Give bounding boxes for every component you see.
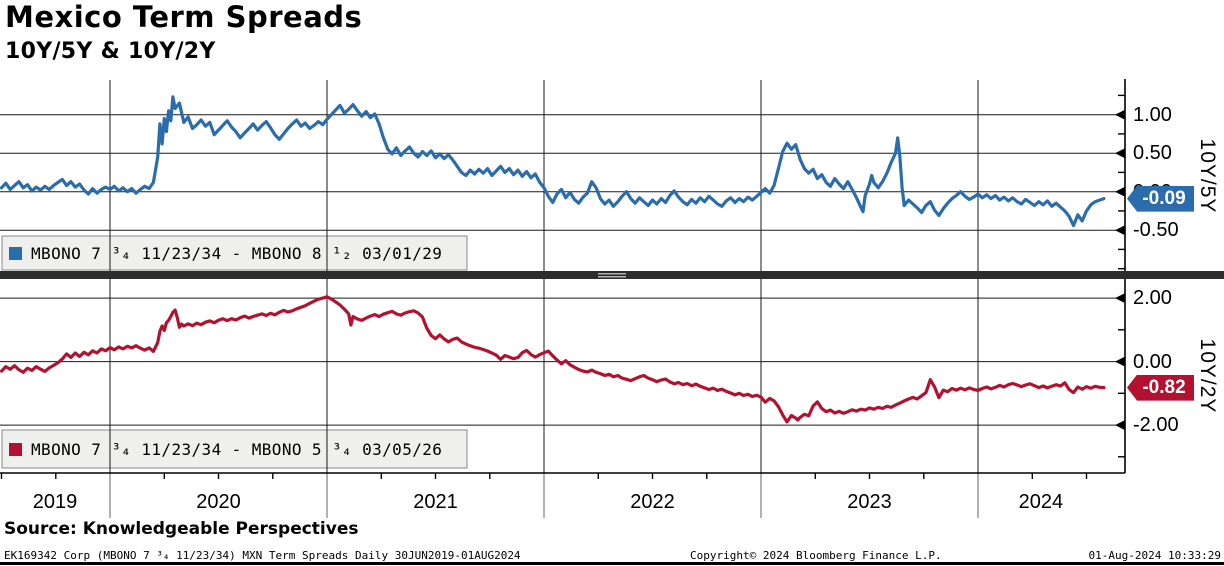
major-tick-arrow-icon: [1115, 420, 1125, 431]
last-value-badge-top: -0.09: [1127, 185, 1194, 212]
y-tick-label: -0.50: [1133, 219, 1179, 242]
bottom-border-bar: [0, 562, 1224, 565]
legend-box-bottom: [1, 429, 468, 469]
x-tick-label-2019: 2019: [32, 491, 78, 513]
bottom-panel-axis-label: 10Y/2Y: [1196, 338, 1219, 414]
x-tick-label-2023: 2023: [847, 491, 892, 513]
x-tick-label-2021: 2021: [413, 491, 458, 513]
major-tick-arrow-icon: [1115, 148, 1125, 159]
legend-box-top: [1, 235, 468, 271]
footer-copyright: Copyright© 2024 Bloomberg Finance L.P.: [690, 549, 942, 562]
top-panel-axis-label: 10Y/5Y: [1196, 138, 1219, 214]
x-tick-label-2024: 2024: [1018, 491, 1064, 513]
page-title: Mexico Term Spreads: [5, 0, 363, 34]
series-line-top[interactable]: [0, 95, 1106, 228]
source-attribution: Source: Knowledgeable Perspectives: [4, 519, 359, 539]
red-series-swatch-icon: [9, 442, 22, 456]
legend-bottom-label: MBONO 7 ³₄ 11/23/34 - MBONO 5 ³₄ 03/05/2…: [31, 439, 443, 459]
panel-splitter[interactable]: [0, 271, 1224, 279]
y-tick-label: 2.00: [1133, 287, 1172, 310]
legend-bottom-series[interactable]: MBONO 7 ³₄ 11/23/34 - MBONO 5 ³₄ 03/05/2…: [9, 430, 442, 468]
footer-timestamp: 01-Aug-2024 10:33:29: [1088, 549, 1221, 562]
series-line-bottom[interactable]: [0, 295, 1106, 424]
y-tick-label: -2.00: [1133, 414, 1179, 437]
major-tick-arrow-icon: [1115, 293, 1125, 304]
last-value-badge-bottom: -0.82: [1127, 374, 1194, 401]
chart-subtitle: 10Y/5Y & 10Y/2Y: [5, 39, 216, 64]
splitter-grip-icon[interactable]: [598, 276, 626, 278]
legend-top-series[interactable]: MBONO 7 ³₄ 11/23/34 - MBONO 8 ¹₂ 03/01/2…: [9, 236, 442, 270]
major-tick-arrow-icon: [1115, 356, 1125, 367]
blue-series-swatch-icon: [9, 246, 22, 260]
y-tick-label: 0.00: [1133, 350, 1172, 373]
major-tick-arrow-icon: [1115, 225, 1125, 236]
footer-ticker-info: EK169342 Corp (MBONO 7 ³₄ 11/23/34) MXN …: [4, 549, 521, 562]
major-tick-arrow-icon: [1115, 186, 1125, 197]
x-tick-label-2020: 2020: [196, 491, 241, 513]
y-tick-label: 1.00: [1133, 103, 1172, 126]
major-tick-arrow-icon: [1115, 109, 1125, 120]
x-tick-label-2022: 2022: [630, 491, 675, 513]
splitter-grip-icon[interactable]: [598, 273, 626, 275]
legend-top-label: MBONO 7 ³₄ 11/23/34 - MBONO 8 ¹₂ 03/01/2…: [31, 243, 443, 263]
y-tick-label: 0.50: [1133, 142, 1172, 165]
